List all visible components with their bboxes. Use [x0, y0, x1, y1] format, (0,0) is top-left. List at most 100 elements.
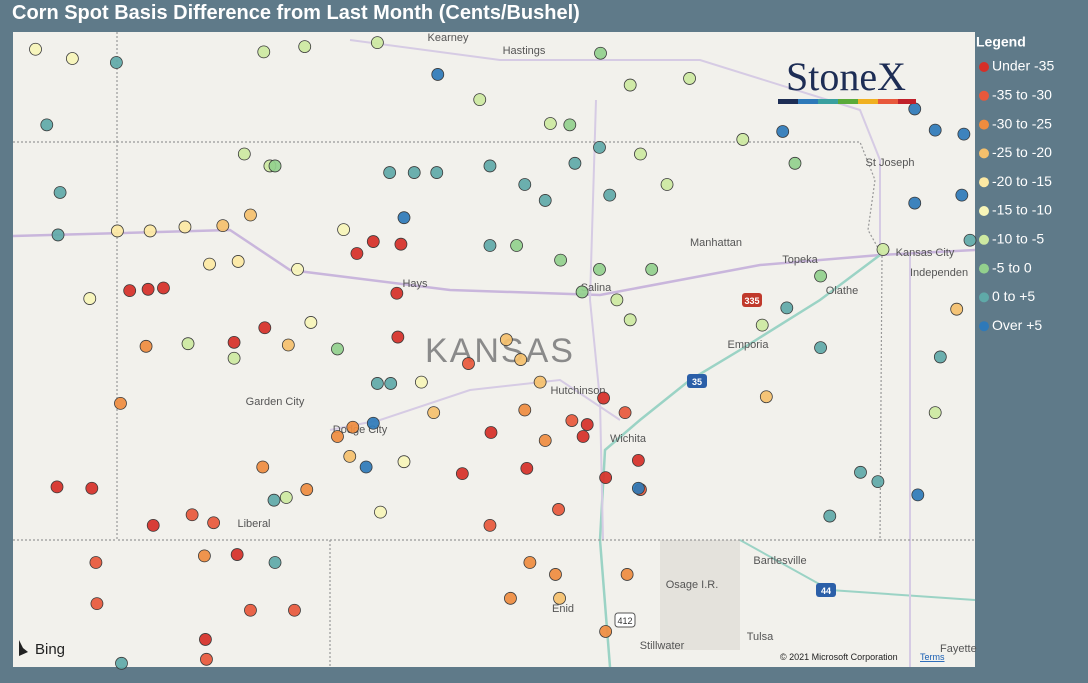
place-label: Independen [910, 267, 968, 279]
basis-point [157, 281, 170, 295]
basis-point [114, 396, 127, 410]
basis-point [520, 461, 534, 475]
basis-point [594, 46, 607, 60]
basis-point [908, 102, 922, 116]
place-label: Emporia [728, 339, 770, 351]
basis-point [391, 330, 405, 344]
basis-point [593, 263, 606, 276]
basis-point [514, 353, 528, 366]
basis-point [483, 518, 497, 532]
basis-point [185, 508, 199, 522]
basis-point [279, 491, 293, 504]
basis-point [610, 293, 624, 307]
region-label: KANSAS [425, 332, 575, 370]
basis-point [146, 518, 160, 532]
basis-point [814, 341, 827, 355]
basis-point [814, 269, 827, 283]
basis-point [370, 377, 384, 390]
basis-point [407, 166, 421, 179]
basis-point [854, 465, 867, 479]
basis-point [366, 416, 380, 430]
legend: Under -35 -35 to -30 -30 to -25 -25 to -20 -… [979, 58, 1054, 333]
basis-point [455, 467, 469, 481]
place-label: Hutchinson [550, 385, 605, 397]
basis-point [343, 450, 357, 463]
basis-point [911, 488, 925, 502]
basis-point [876, 243, 890, 256]
basis-point [483, 159, 497, 173]
basis-point [207, 516, 221, 530]
terms-link[interactable]: Terms [920, 652, 945, 662]
basis-point [755, 318, 769, 332]
basis-point [518, 178, 532, 191]
basis-point [65, 52, 79, 65]
basis-point [267, 493, 281, 507]
shield [687, 374, 707, 388]
shield-label: 412 [617, 616, 632, 626]
basis-point [484, 426, 498, 439]
legend-swatch [979, 292, 989, 303]
shield [816, 583, 836, 597]
basis-point [431, 68, 445, 81]
basis-point [227, 335, 241, 349]
points [29, 36, 977, 670]
basis-point [780, 301, 794, 315]
basis-point [414, 375, 428, 389]
legend-swatch [979, 206, 989, 216]
basis-point [109, 56, 123, 69]
basis-point [216, 219, 230, 233]
basis-point [397, 455, 411, 469]
legend-swatch [979, 90, 989, 101]
roads [12, 39, 976, 668]
basis-point [281, 338, 295, 352]
provider: Bing [35, 641, 65, 658]
legend-swatch [979, 62, 989, 72]
basis-point [53, 186, 67, 199]
basis-point [462, 357, 475, 370]
place-label: Olathe [826, 285, 858, 297]
logo-text: StoneX [786, 54, 906, 99]
basis-point [908, 196, 922, 210]
basis-point [143, 224, 157, 238]
basis-point [593, 140, 606, 154]
basis-point [580, 418, 594, 431]
basis-point [181, 337, 195, 351]
place-label: Enid [552, 603, 574, 615]
basis-point [568, 156, 582, 170]
basis-point [660, 178, 674, 191]
legend-label: -15 to -10 [992, 202, 1052, 218]
legend-swatch [979, 119, 989, 130]
legend-label: 0 to +5 [992, 288, 1035, 304]
basis-point [227, 351, 241, 365]
basis-point [51, 228, 65, 242]
basis-point [599, 625, 613, 638]
basis-point [510, 239, 523, 252]
basis-point [538, 194, 552, 207]
logo: StoneX [778, 54, 916, 104]
basis-point [597, 391, 610, 405]
copyright: © 2021 Microsoft Corporation [780, 652, 898, 662]
basis-point [141, 282, 155, 296]
basis-point [631, 453, 645, 467]
basis-point [383, 166, 397, 179]
legend-swatch [979, 263, 989, 274]
basis-point [123, 284, 137, 298]
basis-point [957, 127, 971, 141]
basis-point [304, 316, 318, 329]
reservation-area [660, 540, 740, 650]
basis-point [231, 255, 245, 268]
basis-point [533, 375, 547, 389]
basis-point [430, 166, 444, 179]
basis-point [645, 263, 659, 276]
basis-point [115, 656, 128, 670]
basis-point [599, 471, 613, 485]
basis-point [85, 481, 99, 495]
basis-point [518, 403, 532, 417]
basis-point [576, 430, 590, 443]
title: Corn Spot Basis Difference from Last Mon… [12, 2, 580, 24]
basis-point [288, 603, 301, 617]
basis-point [298, 40, 312, 53]
place-label: Manhattan [690, 237, 742, 249]
